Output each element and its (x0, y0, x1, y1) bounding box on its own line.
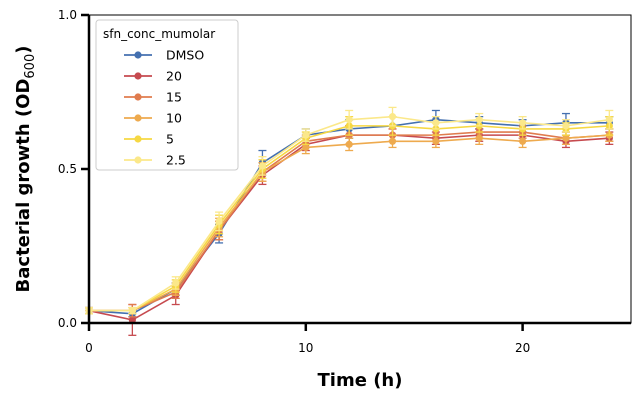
y-tick-label: 0.0 (58, 316, 77, 330)
y-axis-label-end: ) (13, 46, 34, 54)
legend-label: 15 (166, 90, 182, 105)
y-tick-label: 1.0 (58, 8, 77, 22)
legend-items: DMSO 20 15 10 5 2.5 (124, 48, 204, 168)
data-point (215, 217, 223, 225)
data-point (432, 137, 440, 145)
x-axis-label: Time (h) (318, 370, 403, 391)
data-point (128, 307, 136, 315)
legend-box (95, 19, 239, 171)
legend-title: sfn_conc_mumolar (103, 27, 215, 41)
y-axis-label: Bacterial growth (OD600) (13, 46, 38, 293)
series-6 (85, 106, 614, 315)
data-point (345, 140, 353, 148)
y-axis-label-subscript: 600 (23, 54, 38, 79)
legend-label: 5 (166, 132, 174, 147)
data-point (605, 116, 613, 124)
data-point (172, 279, 180, 287)
legend-marker (134, 72, 142, 80)
data-point (562, 134, 570, 142)
legend-marker (134, 114, 142, 122)
data-point (302, 143, 310, 152)
data-point (432, 119, 440, 127)
data-point (258, 162, 267, 170)
data-point (475, 134, 483, 142)
data-point (302, 131, 310, 139)
data-point (345, 116, 353, 124)
data-point (475, 116, 483, 124)
data-point (388, 137, 397, 145)
x-tick-label: 0 (85, 341, 93, 355)
y-ticks: 0.0 0.5 1.0 (58, 8, 89, 330)
series-layer (85, 106, 614, 336)
data-point (562, 122, 570, 130)
x-tick-label: 20 (515, 341, 530, 355)
legend-marker (134, 156, 142, 164)
x-tick-label: 10 (298, 341, 313, 355)
y-axis-label-main: Bacterial growth (OD (13, 79, 34, 293)
data-point (388, 113, 397, 121)
data-point (519, 137, 527, 145)
legend-marker (134, 93, 142, 101)
data-point (519, 119, 527, 127)
legend-label: DMSO (166, 48, 204, 63)
legend-label: 2.5 (166, 153, 186, 168)
legend-label: 10 (166, 111, 182, 126)
data-point (128, 316, 136, 324)
legend-marker (134, 135, 142, 143)
y-tick-label: 0.5 (58, 162, 77, 176)
x-ticks: 0 10 20 (85, 323, 530, 355)
legend-marker (134, 51, 142, 59)
legend: sfn_conc_mumolar DMSO 20 15 10 5 2.5 (95, 19, 239, 171)
legend-label: 20 (166, 69, 182, 84)
